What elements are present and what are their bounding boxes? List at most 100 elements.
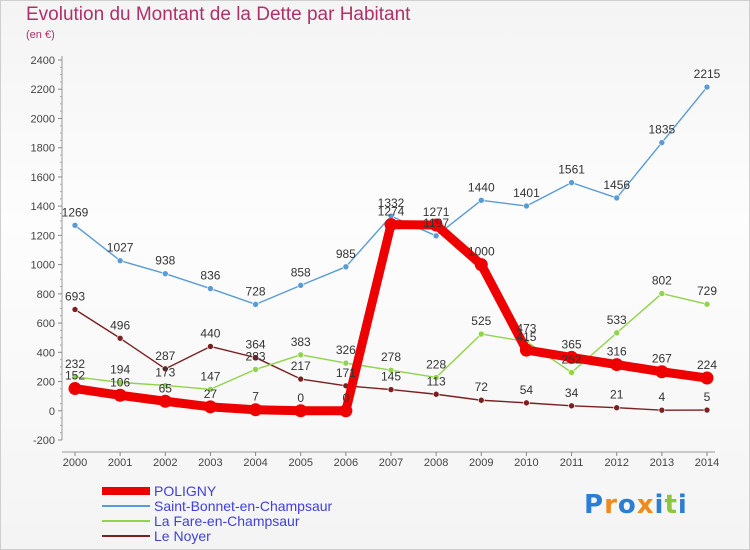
logo-letter: P bbox=[584, 490, 605, 520]
y-tick-label: 200 bbox=[37, 377, 55, 389]
y-tick-label: 400 bbox=[37, 347, 55, 359]
data-label-poligny: 224 bbox=[697, 358, 717, 372]
data-label-le-noyer: 287 bbox=[155, 349, 175, 363]
y-tick-label: 800 bbox=[37, 289, 55, 301]
data-point-saint-bonnet-en-champsaur bbox=[297, 282, 305, 289]
legend-item-saint-bonnet-en-champsaur: Saint-Bonnet-en-Champsaur bbox=[102, 498, 402, 514]
data-point-la-fare-en-champsaur bbox=[658, 290, 666, 297]
data-label-poligny: 267 bbox=[652, 352, 672, 366]
data-label-poligny: 1271 bbox=[423, 205, 450, 219]
data-point-saint-bonnet-en-champsaur bbox=[161, 270, 169, 277]
data-point-poligny bbox=[339, 404, 353, 418]
x-tick-label: 2003 bbox=[198, 457, 222, 469]
data-label-saint-bonnet-en-champsaur: 1561 bbox=[558, 163, 585, 177]
legend-swatch bbox=[102, 487, 150, 495]
y-tick-label: 2400 bbox=[31, 55, 55, 67]
data-label-saint-bonnet-en-champsaur: 728 bbox=[246, 284, 266, 298]
data-point-le-noyer bbox=[116, 334, 124, 342]
data-point-la-fare-en-champsaur bbox=[252, 366, 259, 373]
y-tick-label: 2200 bbox=[31, 84, 55, 96]
legend-label: La Fare-en-Champsaur bbox=[154, 513, 300, 529]
data-point-la-fare-en-champsaur bbox=[568, 369, 575, 376]
data-point-la-fare-en-champsaur bbox=[703, 300, 711, 308]
data-label-la-fare-en-champsaur: 278 bbox=[381, 350, 401, 364]
data-label-saint-bonnet-en-champsaur: 1027 bbox=[107, 241, 134, 255]
data-point-la-fare-en-champsaur bbox=[161, 382, 169, 389]
chart-unit: (en €) bbox=[26, 29, 55, 41]
data-point-le-noyer bbox=[658, 406, 666, 414]
x-tick-label: 2008 bbox=[424, 457, 448, 469]
data-point-saint-bonnet-en-champsaur bbox=[71, 222, 79, 229]
data-label-poligny: 152 bbox=[65, 369, 85, 383]
data-label-saint-bonnet-en-champsaur: 836 bbox=[200, 269, 220, 283]
data-point-poligny bbox=[565, 350, 579, 364]
data-point-poligny bbox=[700, 371, 714, 385]
data-point-poligny bbox=[610, 358, 624, 372]
legend-swatch bbox=[102, 505, 150, 507]
x-tick-label: 2000 bbox=[63, 457, 87, 469]
data-label-la-fare-en-champsaur: 194 bbox=[110, 362, 130, 376]
data-label-la-fare-en-champsaur: 232 bbox=[65, 357, 85, 371]
x-tick-label: 2010 bbox=[514, 457, 538, 469]
x-tick-label: 2014 bbox=[695, 457, 719, 469]
y-tick-label: 1000 bbox=[31, 260, 55, 272]
data-label-le-noyer: 21 bbox=[610, 388, 624, 402]
y-tick-label: 1800 bbox=[31, 143, 55, 155]
data-point-saint-bonnet-en-champsaur bbox=[613, 194, 621, 202]
data-label-la-fare-en-champsaur: 262 bbox=[562, 352, 582, 366]
data-label-le-noyer: 113 bbox=[427, 374, 446, 388]
data-label-saint-bonnet-en-champsaur: 1401 bbox=[513, 186, 540, 200]
data-label-poligny: 0 bbox=[343, 391, 350, 405]
data-point-poligny bbox=[474, 258, 488, 272]
data-point-le-noyer bbox=[432, 390, 440, 398]
data-point-saint-bonnet-en-champsaur bbox=[658, 139, 666, 146]
y-tick-label: 1400 bbox=[31, 201, 55, 213]
data-label-poligny: 415 bbox=[516, 330, 536, 344]
data-point-le-noyer bbox=[71, 306, 79, 313]
legend-label: Saint-Bonnet-en-Champsaur bbox=[154, 498, 333, 514]
data-label-la-fare-en-champsaur: 147 bbox=[200, 369, 220, 383]
x-tick-label: 2012 bbox=[604, 457, 628, 469]
data-point-le-noyer bbox=[161, 365, 169, 373]
data-label-poligny: 1274 bbox=[378, 205, 405, 219]
data-point-saint-bonnet-en-champsaur bbox=[207, 285, 214, 292]
data-label-la-fare-en-champsaur: 473 bbox=[516, 322, 536, 336]
data-point-la-fare-en-champsaur bbox=[477, 330, 485, 338]
data-point-poligny bbox=[294, 404, 308, 418]
data-point-la-fare-en-champsaur bbox=[71, 373, 79, 381]
x-tick-label: 2002 bbox=[153, 457, 177, 469]
data-point-le-noyer bbox=[252, 354, 259, 361]
data-point-le-noyer bbox=[613, 404, 621, 412]
data-point-poligny bbox=[113, 388, 127, 402]
y-tick-label: 0 bbox=[49, 406, 55, 418]
data-point-le-noyer bbox=[387, 386, 395, 393]
data-label-le-noyer: 5 bbox=[704, 390, 711, 404]
logo-letter: o bbox=[617, 490, 637, 520]
data-label-la-fare-en-champsaur: 326 bbox=[336, 343, 356, 357]
data-label-la-fare-en-champsaur: 802 bbox=[652, 274, 672, 288]
x-tick-label: 2005 bbox=[288, 457, 312, 469]
data-label-le-noyer: 364 bbox=[246, 338, 266, 352]
data-label-le-noyer: 72 bbox=[475, 380, 489, 394]
chart-title: Evolution du Montant de la Dette par Hab… bbox=[26, 4, 411, 25]
legend-item-le-noyer: Le Noyer bbox=[102, 528, 402, 544]
legend-swatch bbox=[102, 535, 150, 537]
data-label-la-fare-en-champsaur: 533 bbox=[607, 313, 627, 327]
x-tick-label: 2013 bbox=[650, 457, 674, 469]
data-point-la-fare-en-champsaur bbox=[116, 379, 124, 386]
proxiti-logo: Proxiti bbox=[584, 490, 688, 520]
legend-item-la-fare-en-champsaur: La Fare-en-Champsaur bbox=[102, 513, 402, 529]
data-point-la-fare-en-champsaur bbox=[387, 366, 395, 374]
y-tick-label: 1600 bbox=[31, 172, 55, 184]
data-label-le-noyer: 171 bbox=[336, 366, 356, 380]
data-point-la-fare-en-champsaur bbox=[432, 374, 440, 381]
data-label-la-fare-en-champsaur: 283 bbox=[246, 349, 266, 363]
data-label-le-noyer: 693 bbox=[65, 289, 85, 303]
y-tick-label: 600 bbox=[37, 318, 55, 330]
data-point-poligny bbox=[203, 400, 217, 414]
data-point-le-noyer bbox=[523, 399, 530, 407]
data-point-le-noyer bbox=[477, 396, 485, 404]
data-point-saint-bonnet-en-champsaur bbox=[116, 257, 124, 264]
logo-letter: r bbox=[604, 490, 618, 520]
